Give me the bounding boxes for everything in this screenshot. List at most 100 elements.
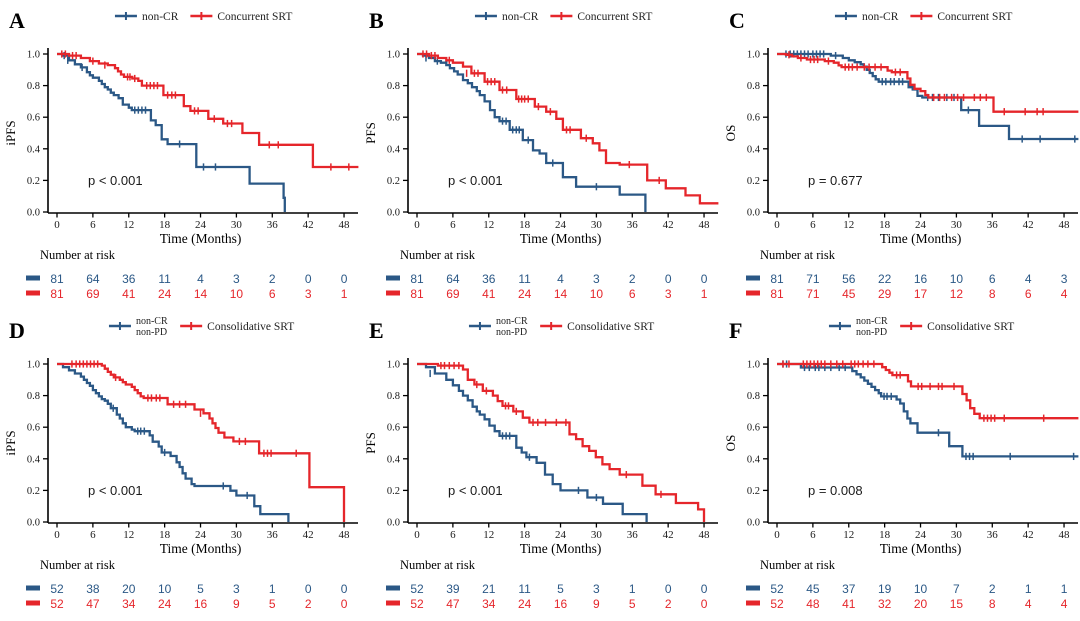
y-tick-label: 0.8 xyxy=(747,81,760,92)
risk-count: 52 xyxy=(50,582,64,596)
y-tick-label: 0.6 xyxy=(387,113,400,124)
p-value-label: p < 0.001 xyxy=(88,173,143,188)
risk-count: 52 xyxy=(770,582,784,596)
y-tick-label: 0.2 xyxy=(27,486,40,497)
risk-count: 69 xyxy=(86,287,100,301)
km-curve-group2 xyxy=(57,362,346,522)
x-tick-label: 30 xyxy=(951,219,963,231)
legend-label: non-CR xyxy=(502,11,539,23)
y-axis-label: iPFS xyxy=(3,430,18,455)
y-tick-label: 0.6 xyxy=(747,423,760,434)
risk-row-marker xyxy=(26,275,40,281)
risk-count: 16 xyxy=(194,597,208,611)
legend-label: non-CR xyxy=(136,316,168,327)
risk-count: 81 xyxy=(410,287,424,301)
legend-label: Concurrent SRT xyxy=(217,11,292,23)
risk-count: 3 xyxy=(305,287,312,301)
risk-count: 15 xyxy=(950,597,964,611)
number-at-risk-title: Number at risk xyxy=(40,558,116,572)
risk-count: 3 xyxy=(593,272,600,286)
risk-count: 0 xyxy=(305,272,312,286)
risk-count: 24 xyxy=(158,597,172,611)
risk-count: 22 xyxy=(878,272,892,286)
legend-label: non-PD xyxy=(136,327,167,338)
risk-count: 0 xyxy=(665,272,672,286)
y-tick-label: 0.0 xyxy=(27,518,40,529)
x-tick-label: 0 xyxy=(414,529,420,541)
risk-count: 34 xyxy=(482,597,496,611)
legend-label: non-CR xyxy=(856,316,888,327)
x-tick-label: 12 xyxy=(483,529,494,541)
risk-count: 20 xyxy=(122,582,136,596)
km-curve-group2 xyxy=(777,52,1079,113)
y-tick-label: 1.0 xyxy=(747,360,760,371)
risk-count: 41 xyxy=(122,287,136,301)
risk-count: 3 xyxy=(593,582,600,596)
km-curve-group1 xyxy=(57,362,290,522)
number-at-risk-title: Number at risk xyxy=(400,248,476,262)
risk-count: 24 xyxy=(518,597,532,611)
y-tick-label: 0.4 xyxy=(387,454,401,465)
risk-count: 71 xyxy=(806,287,820,301)
x-tick-label: 48 xyxy=(699,219,711,231)
risk-count: 36 xyxy=(482,272,496,286)
number-at-risk-title: Number at risk xyxy=(760,248,836,262)
x-tick-label: 0 xyxy=(54,529,60,541)
x-tick-label: 36 xyxy=(267,529,279,541)
x-tick-label: 42 xyxy=(663,529,674,541)
legend-label: non-PD xyxy=(496,327,527,338)
x-tick-label: 42 xyxy=(1023,219,1034,231)
legend-item: Consolidative SRT xyxy=(900,321,1014,333)
risk-count: 37 xyxy=(842,582,856,596)
p-value-label: p = 0.008 xyxy=(808,483,863,498)
km-curve-group1 xyxy=(777,362,1079,458)
x-tick-label: 18 xyxy=(159,529,171,541)
risk-count: 2 xyxy=(305,597,312,611)
x-tick-label: 42 xyxy=(303,529,314,541)
risk-count: 21 xyxy=(482,582,496,596)
p-value-label: p < 0.001 xyxy=(448,483,503,498)
x-tick-label: 24 xyxy=(915,219,927,231)
y-tick-label: 0.4 xyxy=(747,144,761,155)
risk-count: 0 xyxy=(341,582,348,596)
legend-item: Consolidative SRT xyxy=(180,321,294,333)
risk-count: 4 xyxy=(1025,597,1032,611)
risk-count: 3 xyxy=(233,272,240,286)
panel-letter: E xyxy=(369,318,384,343)
risk-count: 10 xyxy=(230,287,244,301)
legend-label: non-CR xyxy=(496,316,528,327)
x-tick-label: 36 xyxy=(987,219,999,231)
risk-count: 0 xyxy=(341,272,348,286)
risk-count: 24 xyxy=(518,287,532,301)
x-tick-label: 48 xyxy=(699,529,711,541)
y-tick-label: 0.4 xyxy=(27,454,41,465)
panel-letter: F xyxy=(729,318,742,343)
risk-count: 52 xyxy=(770,597,784,611)
x-tick-label: 48 xyxy=(1059,529,1071,541)
risk-count: 6 xyxy=(989,272,996,286)
legend-label: non-CR xyxy=(862,11,899,23)
x-axis-label: Time (Months) xyxy=(880,541,962,556)
legend-label: non-CR xyxy=(142,11,179,23)
risk-count: 64 xyxy=(446,272,460,286)
risk-count: 52 xyxy=(50,597,64,611)
x-tick-label: 6 xyxy=(450,529,456,541)
x-tick-label: 36 xyxy=(267,219,279,231)
x-tick-label: 24 xyxy=(195,219,207,231)
risk-count: 6 xyxy=(629,287,636,301)
km-curve-group2 xyxy=(417,52,719,205)
risk-count: 1 xyxy=(341,287,348,301)
risk-count: 4 xyxy=(1061,287,1068,301)
x-tick-label: 42 xyxy=(303,219,314,231)
risk-row-marker xyxy=(26,290,40,296)
risk-count: 24 xyxy=(158,287,172,301)
x-tick-label: 48 xyxy=(339,219,351,231)
x-tick-label: 6 xyxy=(810,529,816,541)
risk-count: 81 xyxy=(50,272,64,286)
p-value-label: p = 0.677 xyxy=(808,173,863,188)
